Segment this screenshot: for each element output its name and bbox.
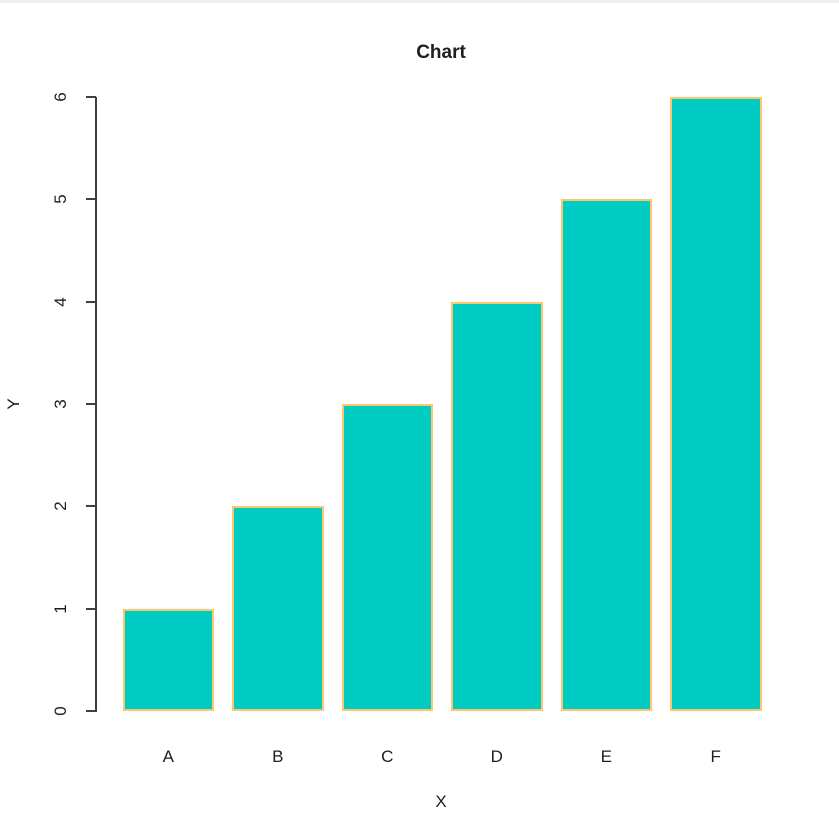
x-tick-label: B [272,747,284,766]
y-tick-label: 2 [51,501,70,512]
y-tick-label: 4 [51,296,70,307]
bar-B [232,506,324,711]
y-tick-mark [86,607,96,610]
bar-D [451,301,543,711]
y-tick-mark [86,300,96,303]
x-tick-label: D [490,747,503,766]
y-tick-mark [86,710,96,712]
plot-area [96,92,780,711]
bar-C [341,404,433,711]
y-axis-label: Y [4,398,23,410]
x-axis-label: X [435,792,447,811]
y-tick-label: 6 [51,92,70,102]
bar-E [560,199,652,711]
y-tick-label: 3 [51,399,70,409]
x-tick-label: F [710,747,721,766]
y-tick-label: 1 [51,603,70,614]
x-tick-label: A [162,747,174,766]
bar-A [122,608,214,711]
y-tick-mark [86,96,96,99]
y-tick-mark [86,198,96,201]
bar-F [670,97,762,711]
y-tick-mark [86,505,96,508]
x-tick-label: E [600,747,612,766]
y-tick-mark [86,403,96,405]
window-top-edge [0,0,839,3]
y-axis-line [95,97,97,712]
y-tick-label: 5 [51,194,70,205]
y-tick-label: 0 [51,706,70,716]
chart-title: Chart [416,42,466,63]
x-tick-label: C [381,747,394,766]
